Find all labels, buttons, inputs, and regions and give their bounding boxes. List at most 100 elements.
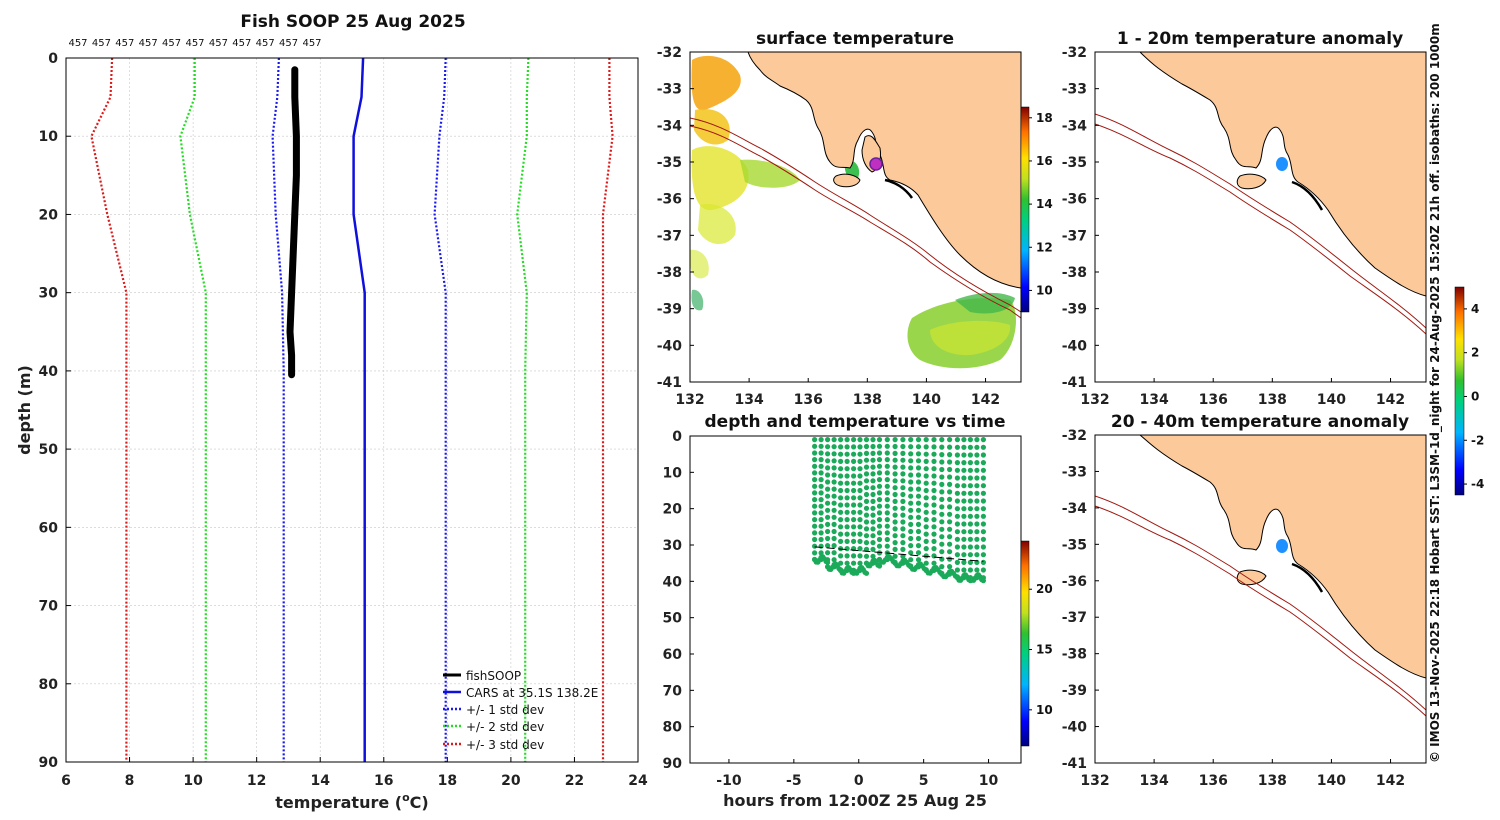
depth-time-point	[923, 451, 929, 457]
depth-time-point	[954, 452, 961, 458]
anomaly-1-20-panel: 1 - 20m temperature anomaly 132 134 136 138…	[1062, 29, 1427, 408]
depth-time-point	[908, 507, 914, 513]
depth-time-point	[900, 478, 906, 484]
profile-y-tick-label: 10	[39, 129, 59, 145]
depth-time-point	[831, 479, 837, 485]
profile-line-sd1-upper	[433, 57, 447, 762]
depth-time-point	[980, 490, 987, 496]
depth-time-point	[908, 550, 914, 556]
profile-y-tick-label: 20	[39, 207, 59, 223]
anomaly-colorbar-tick-label: -2	[1471, 433, 1484, 447]
depth-time-point	[844, 451, 850, 457]
depth-time-point	[947, 541, 953, 547]
depth-time-point	[974, 544, 980, 550]
depth-time-point	[844, 473, 850, 479]
depth-time-point	[870, 443, 876, 450]
depth-time-point	[818, 523, 824, 529]
depth-time-x-tick-label: 10	[979, 773, 999, 789]
depth-time-point	[818, 463, 824, 469]
profile-x-tick-label: 6	[61, 773, 71, 789]
depth-time-point	[812, 543, 818, 549]
depth-time-point	[908, 521, 914, 528]
depth-time-point	[980, 536, 987, 542]
depth-time-point	[876, 523, 883, 529]
depth-time-point	[831, 451, 837, 457]
depth-time-point	[812, 503, 818, 509]
depth-time-point	[892, 443, 898, 450]
depth-time-point	[931, 560, 937, 566]
profile-y-ticks: 0 10 20 30 40 50 60 70 80 90	[39, 51, 71, 771]
anomaly-colorbar-ticks: -4 -2 0 2 4	[1464, 302, 1484, 491]
depth-time-point	[961, 529, 967, 535]
anomaly-1-20-x-tick-label: 136	[1199, 392, 1228, 408]
anomaly-20-40-marker	[1276, 539, 1288, 553]
depth-time-point	[863, 443, 870, 450]
depth-time-point	[838, 560, 844, 566]
depth-time-point	[915, 514, 922, 520]
depth-time-point	[838, 538, 844, 545]
depth-time-point	[954, 567, 961, 573]
depth-time-point	[961, 437, 967, 443]
depth-time-point	[876, 530, 883, 536]
depth-time-point	[974, 475, 980, 481]
depth-time-point	[851, 538, 857, 545]
depth-time-point	[851, 451, 857, 457]
sst-y-tick-label: -34	[657, 118, 683, 134]
profile-top-label: 457	[115, 38, 134, 49]
profile-x-tick-label: 10	[183, 773, 203, 789]
depth-time-point	[831, 437, 837, 443]
depth-time-point	[831, 550, 837, 556]
profile-x-ticks: 6 8 10 12 14 16 18 20 22 24	[61, 757, 648, 789]
depth-time-point	[974, 460, 980, 466]
depth-time-point	[857, 437, 863, 443]
depth-time-point	[980, 575, 987, 581]
anomaly-1-20-y-tick-label: -37	[1062, 228, 1087, 244]
depth-time-point	[923, 546, 929, 552]
depth-time-point	[967, 513, 974, 519]
depth-time-dashed-line	[814, 546, 984, 562]
depth-time-point	[838, 509, 844, 515]
depth-time-point	[870, 533, 876, 539]
anomaly-1-20-y-tick-label: -34	[1062, 118, 1088, 134]
depth-time-colorbar-tick-label: 10	[1036, 703, 1053, 717]
depth-time-point	[900, 464, 906, 470]
depth-time-point	[851, 480, 857, 486]
depth-time-point	[980, 460, 987, 466]
depth-time-point	[818, 483, 824, 489]
anomaly-colorbar-tick-label: 4	[1471, 302, 1479, 316]
depth-time-point	[884, 443, 890, 449]
depth-time-point	[939, 452, 945, 458]
depth-time-point	[870, 485, 876, 491]
legend-label-sd3: +/- 3 std dev	[466, 738, 544, 752]
depth-time-point	[884, 483, 890, 489]
depth-time-point	[974, 483, 980, 489]
depth-time-point	[825, 557, 831, 563]
depth-time-point	[857, 553, 863, 559]
depth-time-point	[892, 471, 898, 477]
depth-time-point	[980, 437, 987, 443]
anomaly-1-20-x-tick-label: 140	[1317, 392, 1346, 408]
depth-time-point	[857, 538, 863, 545]
depth-time-point	[967, 521, 974, 527]
anomaly-20-40-y-tick-label: -33	[1062, 464, 1087, 480]
sst-colorbar-tick-label: 10	[1036, 283, 1053, 297]
depth-time-point	[863, 450, 870, 456]
depth-time-point	[947, 549, 953, 555]
depth-time-point	[818, 470, 824, 476]
depth-time-point	[954, 444, 961, 450]
depth-time-point	[838, 437, 844, 443]
anomaly-1-20-y-tick-label: -41	[1062, 375, 1087, 391]
anomaly-1-20-y-tick-label: -38	[1062, 265, 1087, 281]
depth-time-y-tick-label: 40	[663, 574, 683, 590]
depth-time-point	[825, 493, 831, 499]
depth-time-point	[980, 552, 987, 558]
depth-time-point	[870, 457, 876, 463]
depth-time-point	[831, 521, 837, 528]
depth-time-point	[876, 543, 883, 549]
depth-time-point	[838, 553, 844, 559]
depth-time-point	[870, 553, 876, 559]
depth-time-point	[908, 465, 914, 471]
depth-time-point	[980, 498, 987, 504]
depth-time-point	[900, 457, 906, 463]
